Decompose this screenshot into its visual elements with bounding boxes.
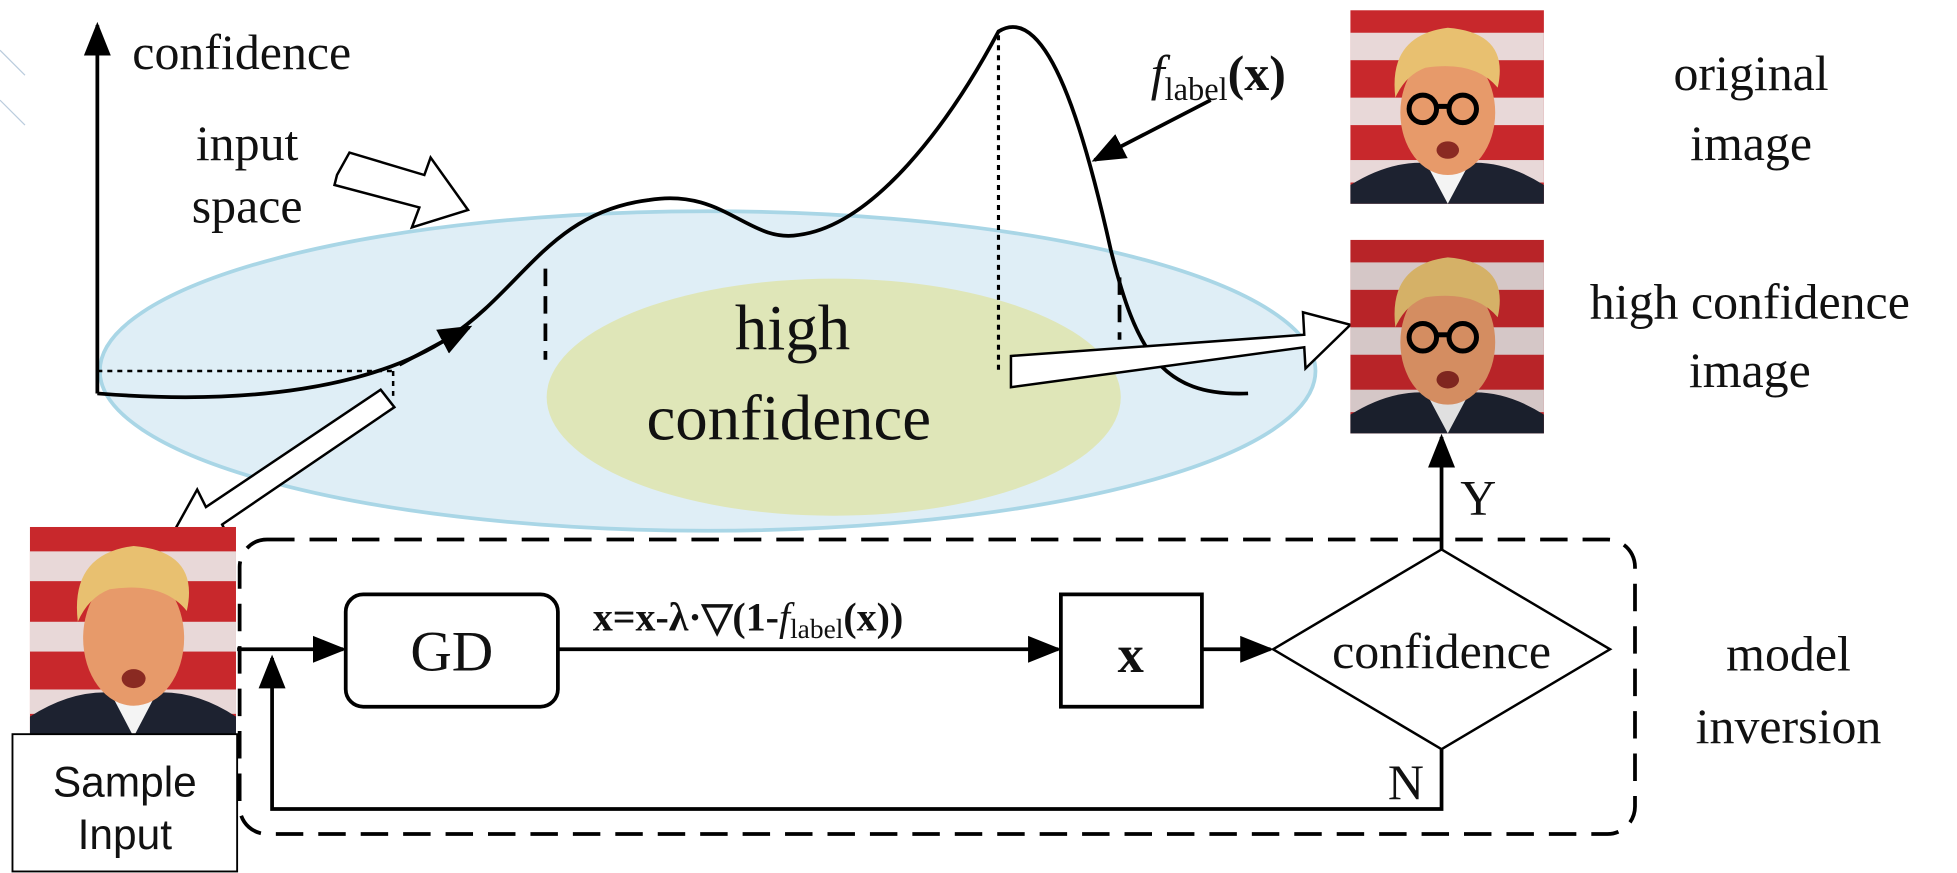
image-label: image xyxy=(1690,116,1812,171)
loop-label: inversion xyxy=(1696,699,1882,754)
no-label: N xyxy=(1388,755,1424,810)
function-label: flabel(x) xyxy=(1151,46,1286,108)
gd-label: GD xyxy=(410,621,493,684)
image-label: image xyxy=(1689,343,1811,398)
sample-label: Input xyxy=(78,811,173,858)
function-subscript: label xyxy=(1165,72,1228,108)
input-space-label: input xyxy=(196,116,299,171)
axis-label: confidence xyxy=(132,25,351,80)
x-label: x xyxy=(1118,626,1144,684)
loop-label: model xyxy=(1726,627,1851,682)
diagram: confidence input space high confidence f… xyxy=(0,0,1957,873)
yes-label: Y xyxy=(1460,471,1496,526)
update-rule: x=x-λ·▽(1-flabel(x)) xyxy=(593,595,903,644)
image-label: original xyxy=(1673,46,1828,101)
input-space-label: space xyxy=(192,178,303,233)
sample-label: Sample xyxy=(53,759,197,806)
image-label: high confidence xyxy=(1590,275,1910,330)
update-rule-text: x=x-λ·▽(1- xyxy=(593,595,779,640)
region-label: confidence xyxy=(646,383,931,455)
region-label: high xyxy=(735,293,850,365)
decision-label: confidence xyxy=(1332,624,1551,679)
update-rule-subscript: label xyxy=(790,614,844,644)
function-argument: (x) xyxy=(1228,46,1286,101)
update-rule-text: (x)) xyxy=(843,595,903,640)
